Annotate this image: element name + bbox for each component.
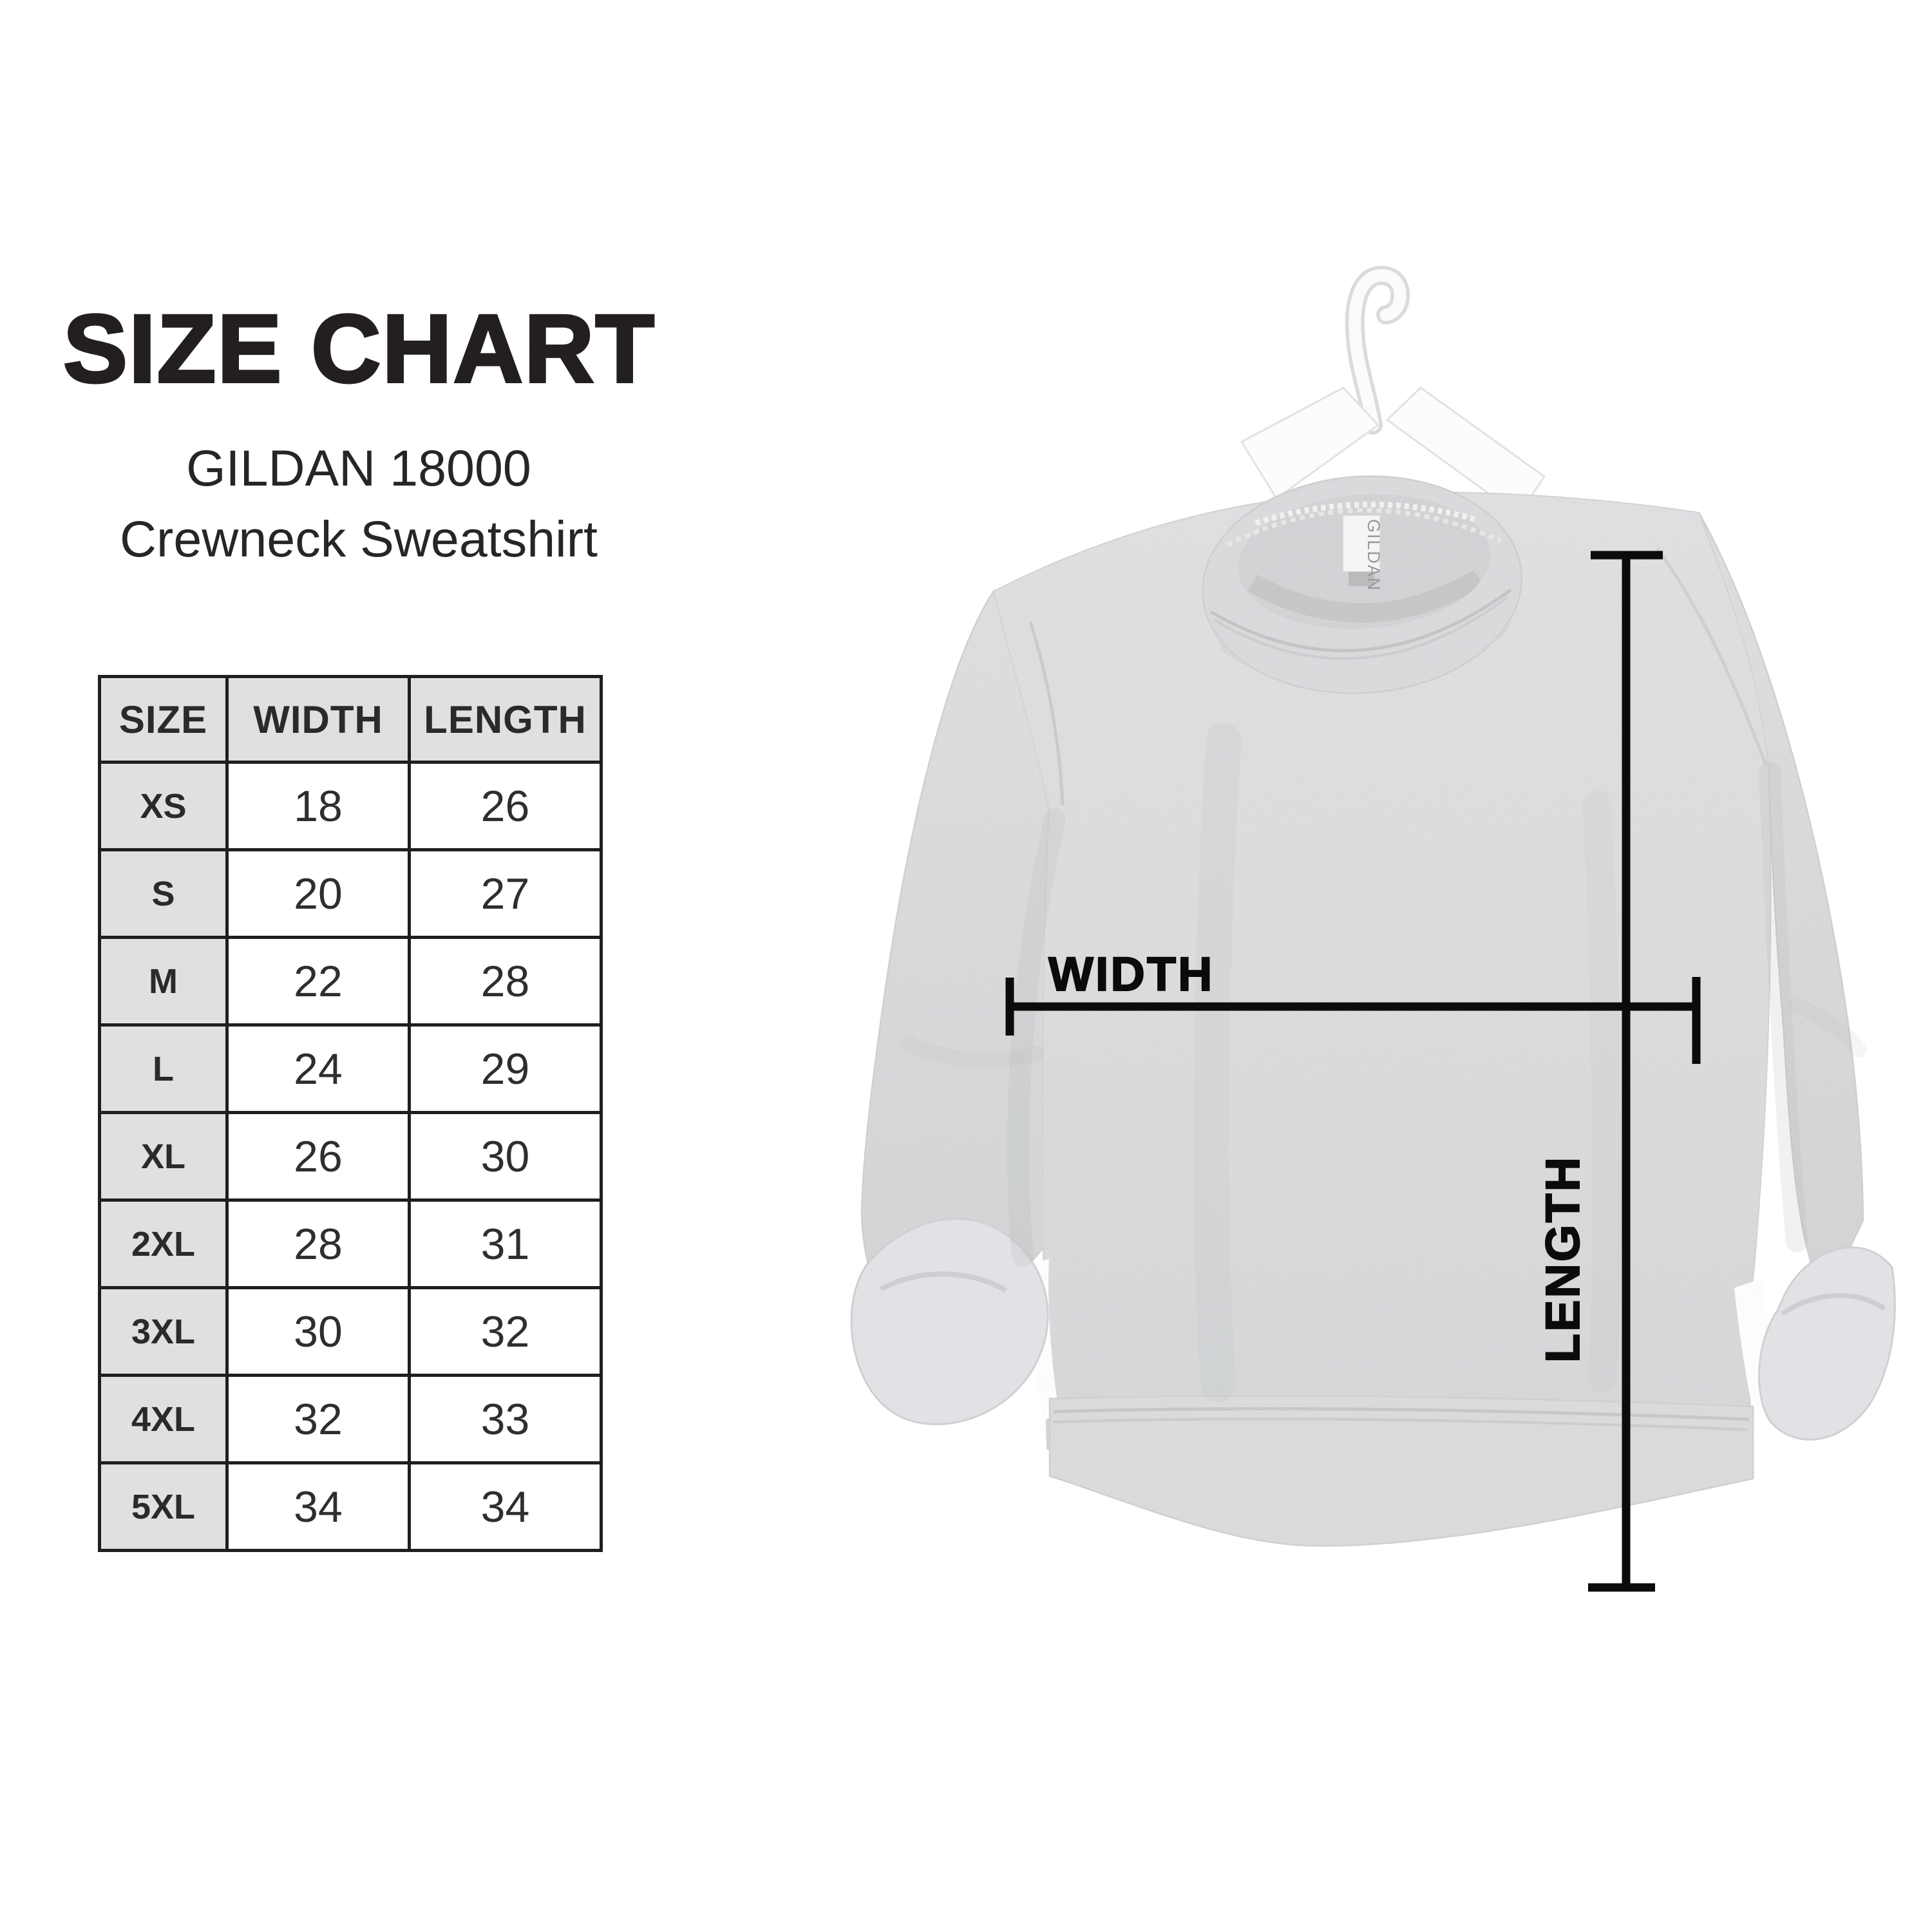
length-cell: 34	[408, 1461, 603, 1552]
table-row: 3XL 30 32	[98, 1286, 603, 1377]
body-fold-right	[1582, 790, 1622, 1393]
size-cell: 2XL	[98, 1198, 229, 1289]
width-cell: 18	[225, 761, 411, 851]
col-header-length: LENGTH	[408, 675, 603, 764]
size-cell: XS	[98, 761, 229, 851]
width-cell: 28	[225, 1198, 411, 1289]
size-cell: L	[98, 1023, 229, 1114]
neck-inner-shadow	[1247, 570, 1484, 623]
size-cell: XL	[98, 1111, 229, 1202]
collar-serger-stitch	[1255, 501, 1476, 526]
length-cell: 33	[408, 1374, 603, 1464]
table-header-row: SIZE WIDTH LENGTH	[98, 675, 603, 764]
body-fold-left	[1193, 723, 1242, 1403]
left-cuff	[850, 1218, 1049, 1425]
length-cell: 29	[408, 1023, 603, 1114]
size-cell: 5XL	[98, 1461, 229, 1552]
right-cuff	[1758, 1246, 1896, 1441]
length-cell: 28	[408, 936, 603, 1027]
table-row: 4XL 32 33	[98, 1374, 603, 1464]
page-title: SIZE CHART	[62, 294, 656, 402]
table-row: XL 26 30	[98, 1111, 603, 1202]
size-cell: 4XL	[98, 1374, 229, 1464]
col-header-size: SIZE	[98, 675, 229, 764]
left-sleeve-shadow	[1007, 808, 1066, 1267]
hanger-hook	[1349, 269, 1406, 431]
product-model: GILDAN 18000	[186, 439, 531, 497]
length-cell: 30	[408, 1111, 603, 1202]
length-label: LENGTH	[1536, 1155, 1589, 1363]
collar-bottom-seam	[1209, 588, 1512, 652]
product-type: Crewneck Sweatshirt	[120, 510, 598, 567]
col-header-width: WIDTH	[225, 675, 411, 764]
width-cell: 34	[225, 1461, 411, 1552]
table-row: S 20 27	[98, 848, 603, 939]
right-cuff-fold	[1781, 1293, 1886, 1316]
product-subtitle: GILDAN 18000 Crewneck Sweatshirt	[63, 433, 654, 574]
table-row: 2XL 28 31	[98, 1198, 603, 1289]
size-cell: 3XL	[98, 1286, 229, 1377]
hanger-arm-right	[1385, 386, 1546, 517]
table-row: L 24 29	[98, 1023, 603, 1114]
right-sleeve-crease	[1789, 997, 1866, 1057]
width-cell: 22	[225, 936, 411, 1027]
length-cell: 27	[408, 848, 603, 939]
collar-top-stitch	[1226, 508, 1502, 547]
right-sleeve-shadow	[1759, 762, 1808, 1253]
width-cell: 20	[225, 848, 411, 939]
width-cell: 24	[225, 1023, 411, 1114]
collar-tag: GILDAN	[1342, 515, 1383, 592]
width-cell: 26	[225, 1111, 411, 1202]
right-shoulder-seam	[1656, 547, 1768, 766]
width-label: WIDTH	[1048, 947, 1215, 1001]
hem-seam	[1053, 1407, 1750, 1421]
width-cell: 30	[225, 1286, 411, 1377]
size-table: SIZE WIDTH LENGTH XS 18 26 S 20 27 M 22 …	[98, 675, 603, 1552]
hem-band	[1048, 1395, 1754, 1547]
header-block: SIZE CHART GILDAN 18000 Crewneck Sweatsh…	[62, 294, 656, 574]
collar-bottom-seam2	[1213, 596, 1508, 660]
size-tab	[1349, 572, 1374, 586]
dimension-annotations: WIDTH LENGTH	[1005, 551, 1701, 1592]
left-cuff-fold	[880, 1271, 1008, 1293]
brand-tag	[1342, 515, 1381, 573]
length-cell: 31	[408, 1198, 603, 1289]
length-cell: 32	[408, 1286, 603, 1377]
width-cell: 32	[225, 1374, 411, 1464]
hem-seam2	[1053, 1417, 1748, 1431]
table-row: 5XL 34 34	[98, 1461, 603, 1552]
table-row: XS 18 26	[98, 761, 603, 851]
brand-tag-label: GILDAN	[1364, 519, 1383, 592]
size-cell: M	[98, 936, 229, 1027]
left-sleeve-crease	[900, 1036, 1045, 1068]
size-cell: S	[98, 848, 229, 939]
left-shoulder-seam	[1028, 621, 1065, 806]
table-row: M 22 28	[98, 936, 603, 1027]
length-cell: 26	[408, 761, 603, 851]
